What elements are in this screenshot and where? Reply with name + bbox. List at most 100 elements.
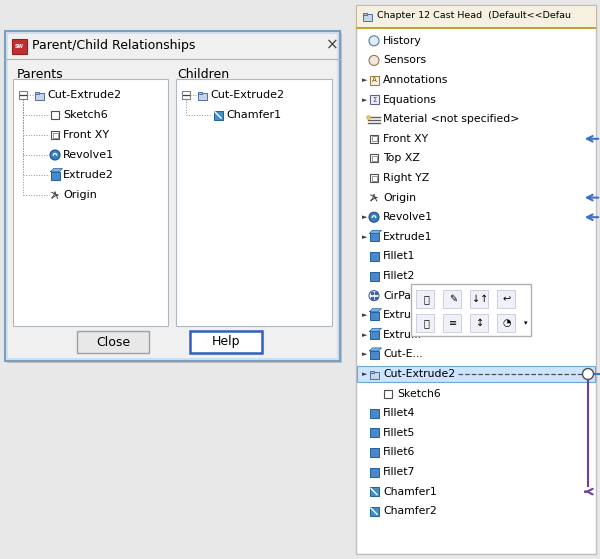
Bar: [50, 172, 59, 179]
Circle shape: [583, 368, 593, 380]
Bar: [370, 75, 379, 84]
Text: Close: Close: [96, 335, 130, 348]
Bar: [371, 136, 377, 141]
Text: Fillet1: Fillet1: [383, 252, 415, 262]
Text: Sensors: Sensors: [383, 55, 426, 65]
Text: Chamfer1: Chamfer1: [226, 110, 281, 120]
Bar: [7, 33, 342, 363]
Circle shape: [50, 150, 60, 160]
Bar: [35, 92, 44, 100]
Text: History: History: [383, 36, 422, 46]
Bar: [362, 12, 367, 15]
Bar: [371, 176, 377, 181]
Circle shape: [369, 36, 379, 46]
Bar: [51, 111, 59, 119]
Text: ◔: ◔: [503, 318, 511, 328]
Text: ►: ►: [362, 352, 367, 357]
Text: 🔍: 🔍: [423, 318, 429, 328]
Polygon shape: [370, 328, 382, 331]
Text: Fillet5: Fillet5: [383, 428, 415, 438]
Bar: [416, 314, 434, 332]
Text: ▾: ▾: [524, 320, 528, 326]
Bar: [182, 91, 190, 99]
Text: A: A: [371, 77, 376, 83]
Text: Cut-E...: Cut-E...: [383, 349, 422, 359]
Text: Chapter 12 Cast Head  (Default<<Defau: Chapter 12 Cast Head (Default<<Defau: [377, 12, 571, 21]
Bar: [356, 5, 596, 554]
Text: ≡: ≡: [449, 318, 457, 328]
Text: ↩: ↩: [503, 294, 511, 304]
Bar: [370, 331, 379, 339]
Bar: [370, 135, 378, 143]
Bar: [443, 314, 461, 332]
Circle shape: [369, 55, 379, 65]
Bar: [370, 506, 379, 516]
Bar: [176, 79, 332, 326]
Bar: [497, 290, 515, 308]
Bar: [214, 111, 223, 120]
Text: ►: ►: [362, 312, 367, 318]
Text: Annotations: Annotations: [383, 75, 448, 85]
Bar: [370, 409, 379, 418]
Text: ×: ×: [326, 37, 338, 53]
Polygon shape: [370, 230, 382, 233]
Bar: [370, 233, 379, 241]
Text: Extru...: Extru...: [383, 310, 422, 320]
Bar: [12, 39, 27, 54]
Bar: [357, 366, 595, 382]
Bar: [356, 27, 596, 29]
Bar: [356, 5, 596, 27]
Text: Cut-Extrude2: Cut-Extrude2: [383, 369, 455, 379]
Text: Chamfer1: Chamfer1: [383, 486, 437, 496]
Bar: [370, 154, 378, 163]
Text: Chamfer2: Chamfer2: [383, 506, 437, 516]
Text: ►: ►: [362, 77, 367, 83]
Bar: [197, 92, 202, 93]
Text: Cut-Extrude2: Cut-Extrude2: [47, 90, 121, 100]
Text: Extrude2: Extrude2: [63, 170, 114, 180]
Bar: [370, 428, 379, 437]
Bar: [470, 314, 488, 332]
Bar: [370, 174, 378, 182]
Text: Origin: Origin: [63, 190, 97, 200]
Text: ►: ►: [362, 97, 367, 103]
Bar: [370, 252, 379, 261]
Bar: [5, 31, 340, 361]
Text: Sketch6: Sketch6: [397, 389, 441, 399]
Text: SW: SW: [15, 44, 24, 49]
Text: Right YZ: Right YZ: [383, 173, 429, 183]
Text: Extru...: Extru...: [383, 330, 422, 340]
Text: Origin: Origin: [383, 193, 416, 202]
Bar: [370, 371, 374, 372]
Text: 📷: 📷: [423, 294, 429, 304]
Circle shape: [369, 212, 379, 222]
Text: Revolve1: Revolve1: [383, 212, 433, 222]
Text: Parents: Parents: [17, 68, 64, 80]
Text: Parent/Child Relationships: Parent/Child Relationships: [32, 39, 196, 51]
Bar: [13, 79, 168, 326]
Bar: [77, 331, 149, 353]
Text: Equations: Equations: [383, 94, 437, 105]
Bar: [470, 290, 488, 308]
Text: Children: Children: [177, 68, 229, 80]
Bar: [51, 131, 59, 139]
Text: CirPattern1: CirPattern1: [383, 291, 444, 301]
Bar: [35, 92, 40, 93]
Bar: [362, 13, 371, 21]
Text: ✎: ✎: [449, 294, 457, 304]
Text: ↕: ↕: [476, 318, 484, 328]
Bar: [370, 448, 379, 457]
Polygon shape: [50, 168, 62, 172]
Polygon shape: [370, 309, 382, 312]
Text: Σ: Σ: [372, 97, 376, 103]
Bar: [370, 272, 379, 281]
Text: ►: ►: [362, 214, 367, 220]
Bar: [370, 351, 379, 359]
Bar: [370, 95, 379, 104]
Bar: [370, 312, 379, 320]
Bar: [443, 290, 461, 308]
Text: Front XY: Front XY: [383, 134, 428, 144]
Bar: [411, 284, 531, 336]
Text: Cut-Extrude2: Cut-Extrude2: [210, 90, 284, 100]
Text: ↓↑: ↓↑: [472, 294, 488, 304]
